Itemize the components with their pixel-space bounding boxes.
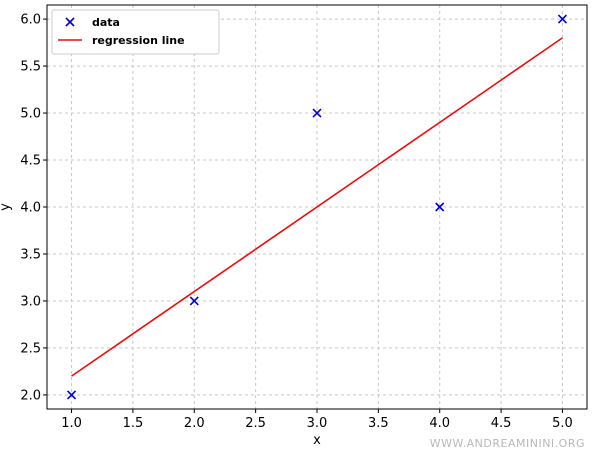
legend: data regression line bbox=[51, 9, 220, 55]
x-tick-label: 2.5 bbox=[245, 416, 266, 431]
y-tick-label: 5.5 bbox=[20, 60, 41, 75]
data-point bbox=[435, 202, 445, 212]
y-tick-label: 6.0 bbox=[20, 13, 41, 28]
y-tick-label: 2.5 bbox=[20, 341, 41, 356]
x-tick-label: 4.0 bbox=[429, 416, 450, 431]
legend-box bbox=[51, 9, 220, 55]
watermark: WWW.ANDREAMININI.ORG bbox=[429, 437, 585, 450]
series bbox=[66, 14, 568, 400]
regression-line bbox=[71, 37, 563, 377]
y-tick-label: 2.0 bbox=[20, 388, 41, 403]
x-tick-label: 3.5 bbox=[368, 416, 389, 431]
x-tick-label: 1.5 bbox=[123, 416, 144, 431]
x-tick-label: 1.0 bbox=[61, 416, 82, 431]
legend-label: data bbox=[92, 16, 120, 29]
legend-item: data bbox=[65, 16, 120, 29]
y-tick-label: 4.0 bbox=[20, 201, 41, 216]
legend-marker-icon bbox=[65, 17, 75, 27]
x-axis-label: x bbox=[313, 433, 321, 448]
y-tick-label: 3.5 bbox=[20, 247, 41, 262]
axis-ticks: 1.0 1.5 2.0 2.5 3.0 3.5 4.0 4.5 5.0 2.0 2.5 3.0 3.5 4… bbox=[20, 13, 572, 431]
y-tick-label: 3.0 bbox=[20, 294, 41, 309]
legend-label: regression line bbox=[92, 34, 185, 47]
y-axis-label: y bbox=[0, 203, 13, 211]
y-tick-label: 5.0 bbox=[20, 107, 41, 122]
x-tick-label: 2.0 bbox=[184, 416, 205, 431]
x-tick-label: 4.5 bbox=[491, 416, 512, 431]
y-tick-label: 4.5 bbox=[20, 154, 41, 169]
x-tick-label: 3.0 bbox=[307, 416, 328, 431]
data-point bbox=[66, 390, 77, 400]
data-point bbox=[189, 296, 199, 306]
legend-item: regression line bbox=[58, 34, 185, 47]
data-point bbox=[557, 14, 568, 24]
data-point bbox=[312, 108, 322, 118]
x-tick-label: 5.0 bbox=[552, 416, 573, 431]
